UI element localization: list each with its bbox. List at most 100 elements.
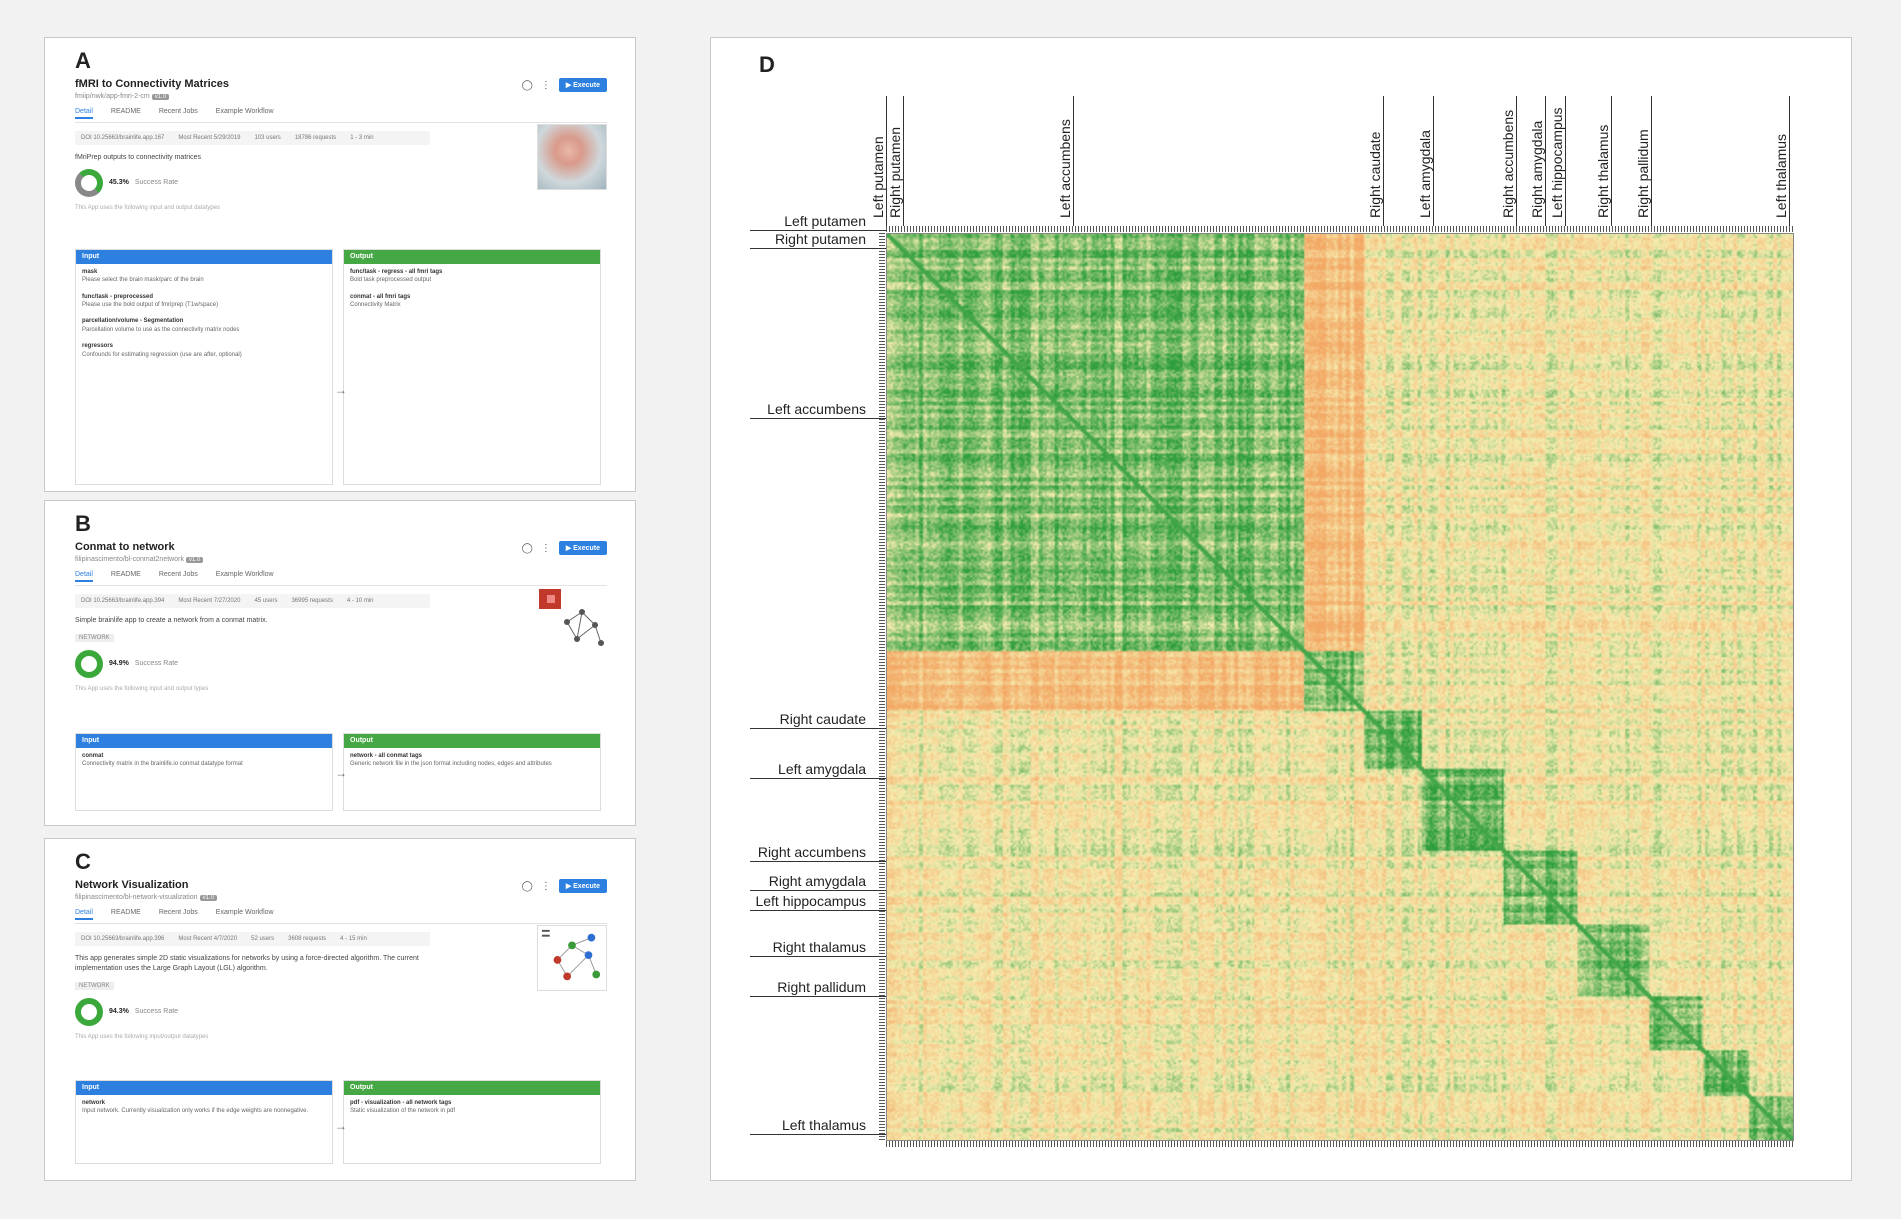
input-header: Input (76, 1081, 332, 1095)
datatype-tag[interactable]: NETWORK (75, 981, 114, 990)
row-label-right-amygdala: Right amygdala (768, 873, 866, 889)
col-tick (1651, 96, 1652, 226)
input-item[interactable]: network Input network. Currently visualiz… (76, 1095, 332, 1120)
row-tick (750, 861, 886, 862)
flow-arrow-icon: → (335, 766, 347, 780)
datatype-tag[interactable]: NETWORK (75, 633, 114, 642)
execute-button[interactable]: ▶ Execute (558, 879, 607, 893)
version-badge: v1.0 (199, 895, 217, 901)
flow-arrow-icon: → (335, 383, 347, 397)
io-section-b: Input conmat Connectivity matrix in the b… (75, 733, 601, 811)
success-pct: 94.3% (109, 1008, 129, 1016)
more-menu-icon[interactable]: ⋮ (540, 880, 551, 892)
input-box: Input mask Please select the brain mask/p… (75, 249, 333, 485)
row-tick (750, 890, 886, 891)
stat-doi[interactable]: DOI 10.25663/brainlife.app.396 (81, 936, 165, 942)
output-item[interactable]: conmat - all fmri tags Connectivity Matri… (344, 289, 600, 314)
input-item[interactable]: parcellation/volume - Segmentation Parcel… (76, 313, 332, 338)
app-card-a: fMRI to Connectivity Matrices fmiip/nwk/… (75, 78, 607, 211)
output-header: Output (344, 1081, 600, 1095)
more-menu-icon[interactable]: ⋮ (540, 79, 551, 91)
stat-runtime: 4 - 10 min (346, 598, 374, 604)
stat-doi[interactable]: DOI 10.25663/brainlife.app.167 (81, 135, 165, 141)
execute-label: Execute (573, 82, 600, 89)
input-header: Input (76, 250, 332, 264)
more-menu-icon[interactable]: ⋮ (540, 542, 551, 554)
stat-runtime: 1 - 3 min (350, 135, 374, 141)
app-description: This app generates simple 2D static visu… (75, 955, 419, 972)
app-title: fMRI to Connectivity Matrices (75, 78, 230, 90)
row-label-left-hippocampus: Left hippocampus (755, 893, 866, 909)
app-description: fMriPrep outputs to connectivity matrice… (75, 154, 202, 161)
success-donut-icon (75, 168, 103, 197)
tab-recent-jobs[interactable]: Recent Jobs (158, 571, 198, 578)
col-tick (1383, 96, 1384, 226)
connectivity-matrix-heatmap (886, 233, 1794, 1141)
matrix-left-ticks (879, 233, 885, 1141)
output-desc: Bold task preprocessed output (350, 277, 432, 284)
execute-button[interactable]: ▶ Execute (558, 541, 607, 555)
col-tick (886, 96, 887, 226)
tab-detail[interactable]: Detail (75, 909, 93, 920)
row-label-right-putamen: Right putamen (774, 231, 866, 247)
tab-example-workflow[interactable]: Example Workflow (215, 571, 274, 578)
stat-users: 45 users (254, 598, 278, 604)
row-tick (750, 910, 886, 911)
output-header: Output (344, 250, 600, 264)
output-item[interactable]: func/task - regress - all fmri tags Bold … (344, 264, 600, 289)
matrix-top-ticks (886, 226, 1794, 232)
github-icon[interactable]: ◯ (521, 79, 533, 91)
input-box: Input network Input network. Currently vi… (75, 1080, 333, 1164)
tab-detail[interactable]: Detail (75, 571, 93, 582)
input-item[interactable]: regressors Confounds for estimating regre… (76, 338, 332, 363)
row-tick (750, 996, 886, 997)
panel-b: B Conmat to network filipinascimento/bl-… (44, 500, 636, 826)
tab-example-workflow[interactable]: Example Workflow (215, 108, 274, 115)
tab-recent-jobs[interactable]: Recent Jobs (158, 108, 198, 115)
github-icon[interactable]: ◯ (521, 880, 533, 892)
stat-requests: 18786 requests (294, 135, 337, 141)
stat-users: 103 users (254, 135, 281, 141)
stat-doi[interactable]: DOI 10.25663/brainlife.app.394 (81, 598, 165, 604)
output-item[interactable]: pdf - visualization - all network tags St… (344, 1095, 600, 1120)
app-tabs: Detail README Recent Jobs Example Workfl… (75, 108, 607, 123)
github-icon[interactable]: ◯ (521, 542, 533, 554)
input-name: network (82, 1099, 106, 1106)
tab-example-workflow[interactable]: Example Workflow (215, 909, 274, 916)
panel-d-label: D (759, 52, 775, 77)
tab-readme[interactable]: README (110, 909, 141, 916)
input-item[interactable]: conmat Connectivity matrix in the brainli… (76, 748, 332, 773)
app-stats: DOI 10.25663/brainlife.app.396 Most Rece… (75, 932, 430, 946)
output-desc: Static visualization of the network in p… (350, 1108, 456, 1115)
app-title: Network Visualization (75, 879, 189, 891)
success-rate: 94.9% Success Rate (75, 649, 607, 678)
col-tick (1545, 96, 1546, 226)
execute-label: Execute (573, 883, 600, 890)
stat-users: 52 users (251, 936, 275, 942)
panel-a-label: A (75, 48, 91, 73)
panel-b-label: B (75, 511, 91, 536)
success-label: Success Rate (134, 179, 179, 187)
tab-readme[interactable]: README (110, 108, 141, 115)
app-actions: ◯ ⋮ ▶ Execute (522, 879, 607, 893)
row-tick (750, 248, 886, 249)
row-label-right-thalamus: Right thalamus (772, 939, 866, 955)
input-item[interactable]: func/task - preprocessed Please use the b… (76, 289, 332, 314)
tab-readme[interactable]: README (110, 571, 141, 578)
panel-a: A fMRI to Connectivity Matrices fmiip/nw… (44, 37, 636, 492)
col-label-right-putamen: Right putamen (887, 126, 903, 218)
execute-button[interactable]: ▶ Execute (558, 78, 607, 92)
input-item[interactable]: mask Please select the brain mask/parc of… (76, 264, 332, 289)
col-label-right-caudate: Right caudate (1367, 131, 1383, 218)
input-header: Input (76, 734, 332, 748)
row-tick (750, 230, 886, 231)
success-label: Success Rate (134, 660, 179, 668)
output-item[interactable]: network - all conmat tags Generic network… (344, 748, 600, 773)
input-desc: Confounds for estimating regression (use… (82, 351, 242, 358)
tab-recent-jobs[interactable]: Recent Jobs (158, 909, 198, 916)
tab-detail[interactable]: Detail (75, 108, 93, 119)
app-description: Simple brainlife app to create a network… (75, 617, 268, 624)
app-subtitle: filipinascimento/bl-conmat2network v1.0 (75, 556, 607, 563)
output-box: Output func/task - regress - all fmri ta… (343, 249, 601, 485)
output-header: Output (344, 734, 600, 748)
